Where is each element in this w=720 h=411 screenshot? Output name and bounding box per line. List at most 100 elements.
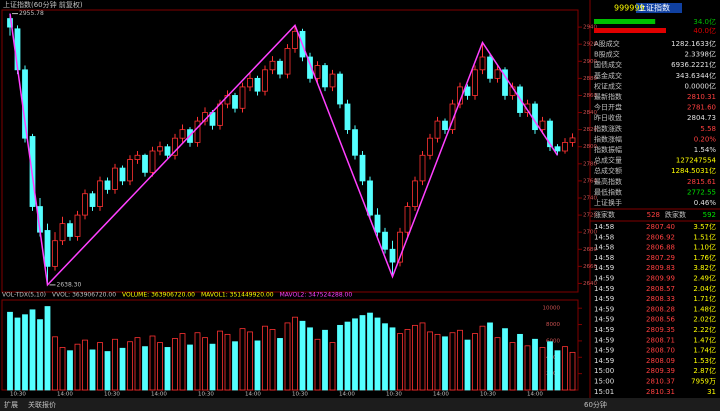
volume-bar <box>74 343 81 391</box>
volume-bar <box>127 341 133 391</box>
candle-body <box>367 180 373 216</box>
trade-price: 2807.29 <box>646 254 675 262</box>
y-tick-label: 2640 <box>583 281 597 287</box>
volume-bar <box>224 333 231 391</box>
volume-bar <box>7 311 13 391</box>
y-tick-label: 2840 <box>583 110 597 116</box>
trade-time: 15:01 <box>594 388 614 396</box>
panel-label: 昨日收盘 <box>594 113 622 122</box>
trade-volume: 3.82亿 <box>693 263 716 272</box>
candle-body <box>554 146 561 152</box>
panel-code: 999999 <box>614 4 645 13</box>
toolbar <box>0 398 720 411</box>
toolbar-button[interactable]: 扩展 <box>4 400 18 409</box>
volume-bar <box>179 333 186 391</box>
candle-body <box>119 167 126 182</box>
volume-bar <box>352 318 358 391</box>
volume-bar <box>277 338 283 391</box>
y-tick-label: 2780 <box>583 161 597 167</box>
volume-bar <box>232 341 238 391</box>
volume-bar <box>164 347 171 391</box>
panel-label: 最高指数 <box>594 177 622 186</box>
panel-value: 127247554 <box>676 157 717 165</box>
trade-volume: 2.04亿 <box>693 284 716 293</box>
volume-legend: VOL-TDX(5,10) <box>2 292 46 299</box>
panel-value: 2815.61 <box>687 178 716 186</box>
candle-body <box>412 180 418 207</box>
panel-value: 2772.55 <box>687 188 716 196</box>
trade-price: 2808.33 <box>646 295 675 303</box>
volume-bar <box>89 349 96 391</box>
period-button[interactable]: 60分钟 <box>584 400 607 409</box>
trade-volume: 1.74亿 <box>693 346 716 355</box>
trade-price: 2809.99 <box>646 275 675 283</box>
trade-volume: 2.02亿 <box>693 315 716 324</box>
candle-body <box>532 103 538 131</box>
x-tick-label: 10:30 <box>198 392 214 398</box>
volume-bar <box>202 337 208 391</box>
candle-body <box>172 137 178 156</box>
trade-price: 2808.56 <box>646 316 675 324</box>
candle-body <box>427 137 433 156</box>
panel-label: 指数振幅 <box>594 145 622 154</box>
trade-time: 14:59 <box>594 305 614 313</box>
y-tick-label: 2860 <box>583 93 597 99</box>
volume-tick-label: 4000 <box>546 355 560 361</box>
volume-bar <box>337 324 343 391</box>
candle-body <box>344 103 351 131</box>
panel-value: 0.20% <box>694 135 717 143</box>
panel-value: 2.3398亿 <box>685 50 717 59</box>
y-tick-label: 2660 <box>583 264 597 270</box>
volume-bar <box>404 329 411 391</box>
candle-body <box>157 146 163 152</box>
candle-body <box>217 103 223 126</box>
x-tick-label: 10:30 <box>10 392 26 398</box>
candle-body <box>434 120 441 139</box>
volume-tick-label: 2000 <box>546 371 560 377</box>
volume-bar <box>457 329 463 391</box>
trade-volume: 2.49亿 <box>693 274 716 283</box>
panel-label: 基金成交 <box>594 71 622 80</box>
y-tick-label: 2800 <box>583 144 597 150</box>
toolbar-button[interactable]: 关联报价 <box>28 400 56 409</box>
trade-time: 15:00 <box>594 367 614 375</box>
y-tick-label: 2920 <box>583 42 597 48</box>
candle-body <box>464 86 471 96</box>
panel-value: 6936.2221亿 <box>671 60 716 69</box>
volume-bar <box>104 351 111 391</box>
trade-volume: 1.71亿 <box>693 294 716 303</box>
trade-volume: 1.47亿 <box>693 335 716 344</box>
x-tick-label: 10:30 <box>480 392 496 398</box>
volume-bar <box>359 315 366 391</box>
panel-value: 343.6344亿 <box>676 71 716 80</box>
panel-value: 2781.60 <box>687 104 716 112</box>
volume-tick-label: 6000 <box>546 338 560 344</box>
trade-time: 14:59 <box>594 316 614 324</box>
volume-bar <box>427 331 433 391</box>
trade-price: 2808.57 <box>646 285 675 293</box>
x-tick-label: 14:00 <box>151 392 167 398</box>
volume-bar <box>97 342 103 391</box>
volume-legend: VOLUME: 363906720.00 <box>122 292 195 299</box>
volume-bar <box>419 322 426 391</box>
volume-bar <box>67 350 73 391</box>
volume-bar <box>569 351 576 391</box>
volume-bar <box>562 346 568 391</box>
candle-body <box>419 154 426 182</box>
candle-body <box>89 193 96 207</box>
trade-price: 2808.28 <box>646 305 675 313</box>
volume-bar <box>37 319 43 391</box>
x-tick-label: 14:00 <box>245 392 261 398</box>
volume-bar <box>509 342 516 391</box>
panel-bar-label: 34.0亿 <box>693 17 716 26</box>
x-tick-label: 14:00 <box>527 392 543 398</box>
volume-bar <box>502 328 508 391</box>
panel-label: 今日开盘 <box>594 103 622 112</box>
panel-name: 上证指数 <box>638 3 670 13</box>
y-tick-label: 2680 <box>583 247 597 253</box>
candle-body <box>337 73 343 105</box>
volume-bar <box>539 347 546 391</box>
volume-bar <box>307 327 313 391</box>
candle-body <box>194 120 201 143</box>
